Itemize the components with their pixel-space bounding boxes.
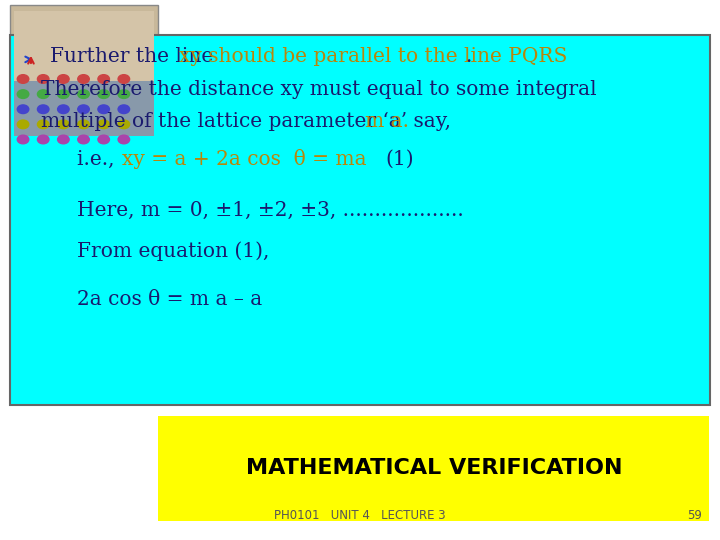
Bar — [14, 11, 154, 80]
Text: 2a cos θ = m a – a: 2a cos θ = m a – a — [77, 290, 262, 309]
Circle shape — [98, 120, 109, 129]
Circle shape — [78, 90, 89, 98]
Circle shape — [37, 75, 49, 83]
Circle shape — [17, 120, 29, 129]
Circle shape — [37, 105, 49, 113]
Circle shape — [17, 135, 29, 144]
Text: Here, m = 0, ±1, ±2, ±3, ...................: Here, m = 0, ±1, ±2, ±3, ...............… — [77, 201, 464, 220]
Text: multiple of the lattice parameter ‘a’ say,: multiple of the lattice parameter ‘a’ sa… — [41, 112, 457, 131]
Text: From equation (1),: From equation (1), — [77, 241, 269, 261]
Circle shape — [58, 105, 69, 113]
Circle shape — [78, 135, 89, 144]
Circle shape — [58, 75, 69, 83]
Bar — [14, 80, 154, 137]
Circle shape — [118, 90, 130, 98]
Bar — [10, 5, 158, 132]
Circle shape — [78, 105, 89, 113]
Circle shape — [98, 75, 109, 83]
Circle shape — [98, 135, 109, 144]
Circle shape — [118, 75, 130, 83]
Circle shape — [37, 120, 49, 129]
Circle shape — [58, 135, 69, 144]
Text: (1): (1) — [386, 150, 414, 169]
Circle shape — [98, 90, 109, 98]
Circle shape — [118, 120, 130, 129]
Text: Further the line: Further the line — [50, 47, 220, 66]
Bar — [10, 35, 710, 405]
Circle shape — [78, 75, 89, 83]
Text: MATHEMATICAL VERIFICATION: MATHEMATICAL VERIFICATION — [246, 458, 622, 478]
Circle shape — [37, 135, 49, 144]
Text: Therefore the distance xy must equal to some integral: Therefore the distance xy must equal to … — [41, 79, 597, 99]
Text: i.e.,: i.e., — [77, 150, 121, 169]
Circle shape — [78, 120, 89, 129]
Circle shape — [58, 120, 69, 129]
Text: xy = a + 2a cos  θ = ma: xy = a + 2a cos θ = ma — [122, 149, 367, 170]
Text: xy should be parallel to the line PQRS: xy should be parallel to the line PQRS — [179, 47, 567, 66]
Bar — [158, 416, 709, 521]
Circle shape — [118, 135, 130, 144]
Circle shape — [58, 90, 69, 98]
Circle shape — [98, 105, 109, 113]
Circle shape — [17, 105, 29, 113]
Text: 59: 59 — [687, 509, 702, 522]
Circle shape — [17, 90, 29, 98]
Text: .: . — [465, 47, 472, 66]
Text: m a.: m a. — [365, 112, 409, 131]
Text: PH0101   UNIT 4   LECTURE 3: PH0101 UNIT 4 LECTURE 3 — [274, 509, 446, 522]
Circle shape — [118, 105, 130, 113]
Circle shape — [37, 90, 49, 98]
Circle shape — [17, 75, 29, 83]
